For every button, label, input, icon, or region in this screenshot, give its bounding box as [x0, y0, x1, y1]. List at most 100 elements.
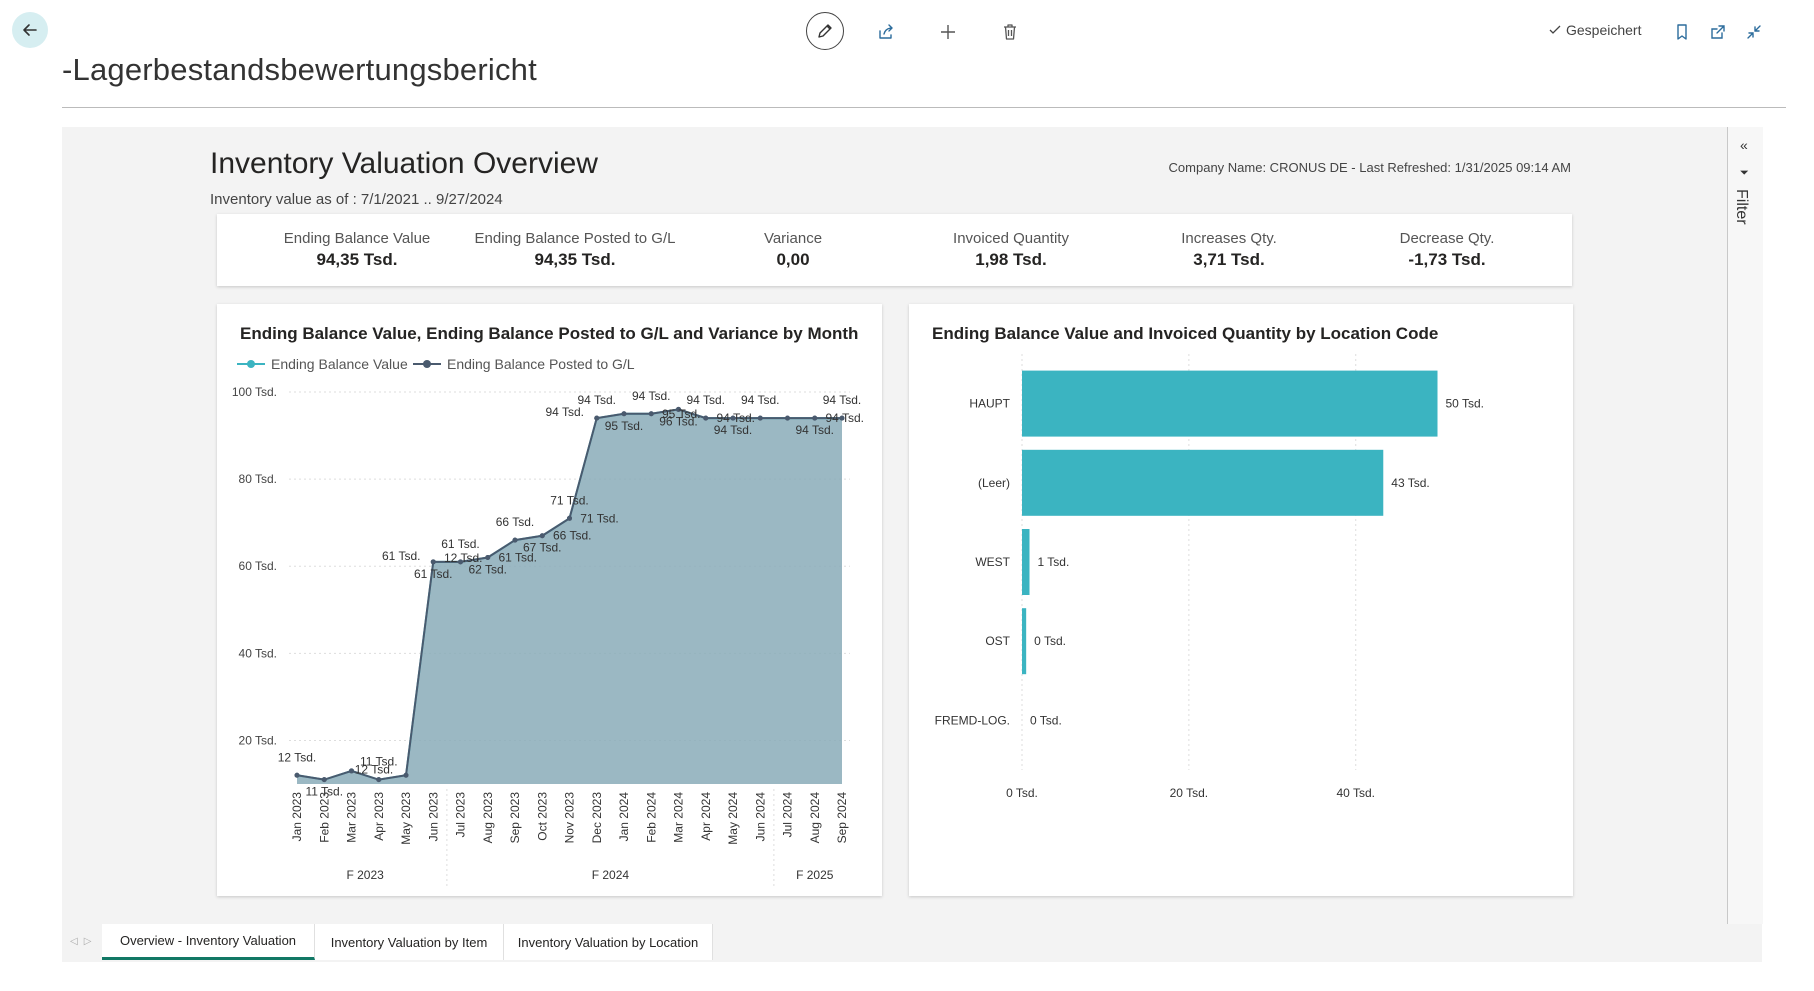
x-tick-label: Feb 2023	[317, 792, 331, 843]
kpi-value: 94,35 Tsd.	[316, 250, 398, 269]
arrow-left-icon	[23, 24, 37, 36]
data-point	[485, 555, 491, 561]
data-label: 94 Tsd.	[714, 423, 752, 437]
x-tick-label: May 2023	[399, 792, 413, 845]
data-label: 71 Tsd.	[550, 493, 588, 507]
location-bar-chart-card[interactable]: Ending Balance Value and Invoiced Quanti…	[909, 304, 1573, 896]
kpi-value: 1,98 Tsd.	[975, 250, 1047, 269]
bar-value-label: 50 Tsd.	[1446, 397, 1484, 411]
kpi-label: Invoiced Quantity	[953, 230, 1069, 247]
kpi-ending-balance-posted[interactable]: Ending Balance Posted to G/L 94,35 Tsd.	[465, 230, 685, 270]
chart-title: Ending Balance Value, Ending Balance Pos…	[240, 324, 859, 343]
back-button[interactable]	[12, 12, 48, 48]
data-label: 71 Tsd.	[580, 511, 618, 525]
kpi-ending-balance-value[interactable]: Ending Balance Value 94,35 Tsd.	[247, 230, 467, 270]
kpi-label: Increases Qty.	[1181, 230, 1277, 247]
category-label: OST	[985, 634, 1010, 648]
y-tick-label: 60 Tsd.	[239, 559, 277, 573]
data-point	[730, 415, 736, 421]
x-tick-label: Apr 2024	[699, 792, 713, 841]
x-tick-label: Sep 2023	[508, 792, 522, 844]
filter-pane-label: Filter	[1733, 189, 1750, 225]
data-label: 11 Tsd.	[360, 755, 398, 769]
data-point	[812, 415, 818, 421]
x-tick-label: 20 Tsd.	[1170, 786, 1208, 800]
kpi-invoiced-quantity[interactable]: Invoiced Quantity 1,98 Tsd.	[901, 230, 1121, 270]
x-tick-label: Aug 2024	[808, 792, 822, 844]
data-point	[512, 537, 518, 543]
data-point	[321, 777, 327, 783]
collapse-arrows-icon	[1747, 25, 1761, 39]
x-tick-label: Feb 2024	[644, 792, 658, 843]
data-point	[703, 415, 709, 421]
tab-overview[interactable]: Overview - Inventory Valuation	[102, 924, 315, 960]
data-label: 61 Tsd.	[499, 551, 537, 565]
monthly-balance-chart[interactable]: Ending Balance Value Ending Balance Poste…	[217, 304, 882, 896]
data-label: 62 Tsd.	[469, 563, 507, 577]
y-tick-label: 20 Tsd.	[239, 733, 277, 747]
bar-value-label: 43 Tsd.	[1391, 476, 1429, 490]
open-in-new-window-icon	[1711, 25, 1725, 39]
area-ending-balance-value	[297, 409, 842, 784]
kpi-label: Variance	[763, 230, 823, 247]
page-title: -Lagerbestandsbewertungsbericht	[62, 52, 537, 87]
bar-value-label: 0 Tsd.	[1034, 634, 1066, 648]
kpi-increases-qty[interactable]: Increases Qty. 3,71 Tsd.	[1119, 230, 1339, 270]
open-new-window-button[interactable]	[1700, 14, 1736, 50]
kpi-label: Ending Balance Value	[283, 230, 431, 247]
x-tick-label: Jan 2024	[617, 792, 631, 842]
data-point	[539, 533, 545, 539]
data-label: 12 Tsd.	[278, 750, 316, 764]
filter-icon: ⏷	[1740, 167, 1749, 179]
data-label: 94 Tsd.	[823, 393, 861, 407]
x-tick-label: Jan 2023	[290, 792, 304, 842]
filter-pane[interactable]: « ⏷ Filter	[1727, 127, 1763, 924]
x-tick-label: Mar 2023	[345, 792, 359, 843]
new-button[interactable]	[930, 14, 966, 50]
data-label: 94 Tsd.	[632, 389, 670, 403]
chart-title: Ending Balance Value and Invoiced Quanti…	[932, 324, 1439, 343]
delete-button[interactable]	[992, 14, 1028, 50]
plus-icon	[941, 25, 955, 39]
kpi-value: 3,71 Tsd.	[1193, 250, 1265, 269]
double-chevron-left-icon[interactable]: «	[1740, 137, 1748, 153]
kpi-label: Decrease Qty.	[1399, 230, 1495, 247]
legend-marker	[423, 360, 431, 368]
title-divider	[62, 107, 1786, 108]
tab-by-item[interactable]: Inventory Valuation by Item	[315, 924, 504, 960]
data-label: 94 Tsd.	[717, 411, 755, 425]
data-point	[839, 415, 845, 421]
data-point	[648, 411, 654, 417]
location-bar-chart[interactable]: 0 Tsd. 20 Tsd. 40 Tsd. HAUPT 50 Tsd. (Leer) 43…	[909, 304, 1573, 896]
monthly-balance-chart-card[interactable]: Ending Balance Value, Ending Balance Pos…	[217, 304, 882, 896]
kpi-decrease-qty[interactable]: Decrease Qty. -1,73 Tsd.	[1337, 230, 1557, 270]
category-label: HAUPT	[969, 397, 1010, 411]
share-button[interactable]	[868, 14, 904, 50]
bookmark-button[interactable]	[1664, 14, 1700, 50]
kpi-card: Ending Balance Value 94,35 Tsd. Ending B…	[217, 214, 1572, 286]
y-tick-label: 80 Tsd.	[239, 472, 277, 486]
y-tick-label: 40 Tsd.	[239, 646, 277, 660]
x-tick-label: Mar 2024	[672, 792, 686, 843]
fiscal-group-label: F 2024	[592, 868, 630, 882]
x-tick-label: Apr 2023	[372, 792, 386, 841]
report-subtitle: Inventory value as of : 7/1/2021 .. 9/27…	[210, 191, 503, 208]
report-title: Inventory Valuation Overview	[210, 147, 598, 180]
share-icon	[879, 24, 893, 39]
data-label: 94 Tsd.	[826, 411, 864, 425]
saved-status: Gespeichert	[1548, 22, 1641, 38]
bookmark-icon	[1677, 24, 1687, 40]
tab-scroll-arrows[interactable]: ◁▷	[70, 936, 98, 947]
x-tick-label: Aug 2023	[481, 792, 495, 844]
collapse-button[interactable]	[1736, 14, 1772, 50]
category-label: WEST	[975, 555, 1010, 569]
x-tick-label: Oct 2023	[535, 792, 549, 841]
x-tick-label: Sep 2024	[835, 792, 849, 844]
edit-button[interactable]	[806, 12, 844, 50]
data-label: 61 Tsd.	[382, 549, 420, 563]
tab-by-location[interactable]: Inventory Valuation by Location	[504, 924, 713, 960]
legend-label: Ending Balance Posted to G/L	[447, 356, 635, 372]
kpi-variance[interactable]: Variance 0,00	[683, 230, 903, 270]
data-label: 61 Tsd.	[414, 567, 452, 581]
trash-icon	[1004, 24, 1016, 40]
